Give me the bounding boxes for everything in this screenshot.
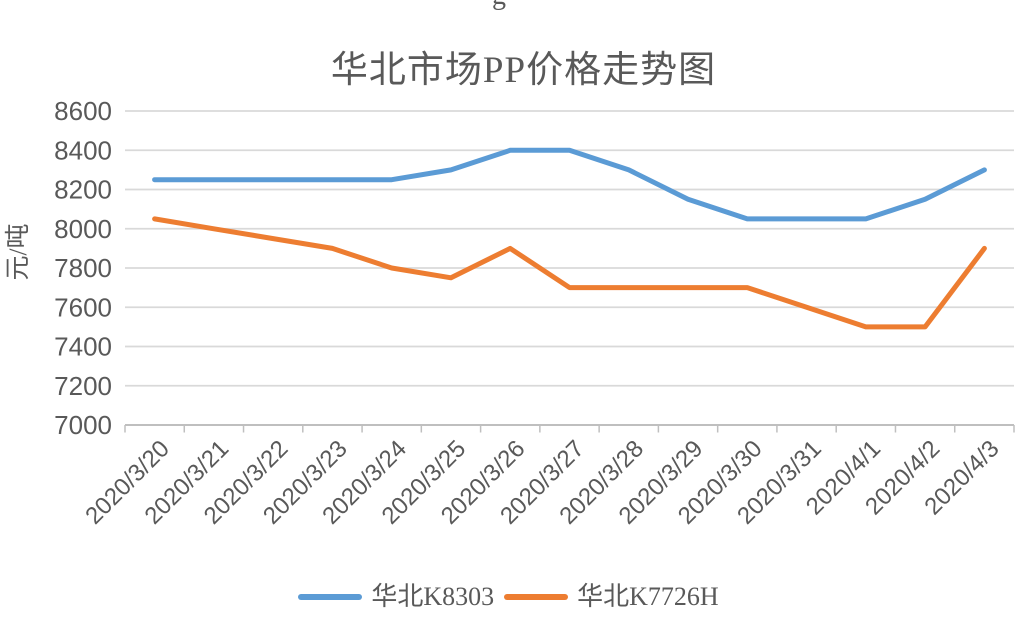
- y-tick-label: 7400: [54, 332, 112, 362]
- series-line-k7726h: [152, 216, 987, 330]
- y-tick-label: 7800: [54, 253, 112, 283]
- y-tick-label: 7200: [54, 371, 112, 401]
- y-tick-label: 8200: [54, 175, 112, 205]
- legend-item-k7726h: 华北K7726H: [504, 584, 719, 610]
- legend-swatch-k8303: [298, 594, 363, 600]
- legend-label-k8303: 华北K8303: [371, 582, 495, 611]
- y-tick-label: 8000: [54, 214, 112, 244]
- legend-swatch-k7726h: [504, 594, 569, 600]
- y-tick-label: 8400: [54, 135, 112, 165]
- series-line-k8303: [152, 147, 987, 222]
- y-tick-label: 7600: [54, 292, 112, 322]
- y-tick-label: 7000: [54, 410, 112, 440]
- chart-title: 华北市场PP价格走势图: [330, 49, 717, 91]
- chart-legend: 华北K8303 华北K7726H: [0, 584, 1017, 610]
- clipped-text-fragment: g: [492, 0, 506, 12]
- legend-item-k8303: 华北K8303: [298, 584, 494, 610]
- y-tick-label: 8600: [54, 96, 112, 126]
- legend-label-k7726h: 华北K7726H: [577, 582, 719, 611]
- y-axis-title: 元/吨: [4, 224, 32, 281]
